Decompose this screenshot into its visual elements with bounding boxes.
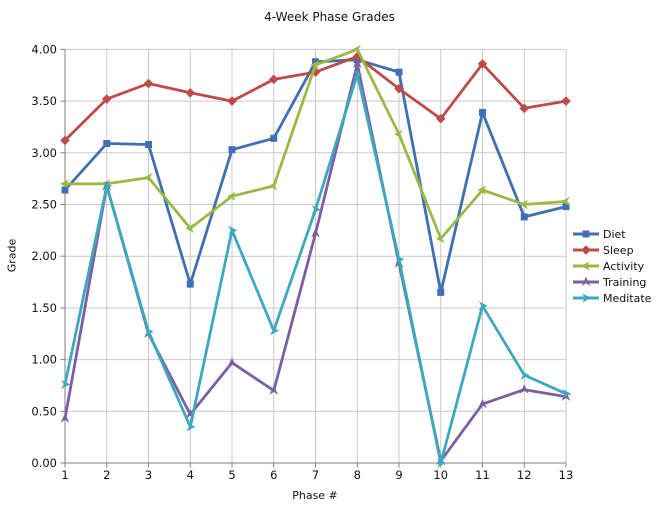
data-point-diet [228, 146, 236, 154]
tick-label: 3.50 [31, 94, 57, 108]
data-point-meditate [269, 326, 279, 336]
legend-item-sleep: Sleep [572, 242, 651, 258]
data-point-activity [227, 191, 236, 201]
legend-marker-diamond-icon [573, 245, 599, 255]
data-point-meditate [353, 69, 363, 79]
tick-label: 10 [433, 468, 448, 482]
legend-item-meditate: Meditate [572, 290, 651, 306]
legend-marker-tri-right-icon [573, 293, 599, 303]
data-point-training [227, 357, 237, 367]
tick-label: 0.50 [31, 404, 57, 418]
data-point-meditate [144, 327, 154, 337]
data-point-training [269, 385, 279, 395]
data-point-diet [61, 186, 69, 194]
data-point-meditate [228, 225, 238, 235]
data-point-activity [143, 173, 153, 183]
legend: Diet Sleep Activity Training Meditate [572, 226, 651, 306]
data-point-meditate [102, 181, 112, 191]
legend-marker-star-icon [573, 276, 599, 287]
data-point-activity [477, 185, 487, 195]
legend-label: Diet [603, 227, 626, 241]
data-point-diet [186, 280, 194, 288]
tick-label: 3 [145, 468, 152, 482]
data-point-meditate [436, 458, 446, 468]
tick-label: 12 [517, 468, 532, 482]
data-point-sleep [435, 113, 446, 124]
legend-item-activity: Activity [572, 258, 651, 274]
tick-label: 2 [103, 468, 110, 482]
legend-marker-square-icon [573, 230, 599, 238]
data-point-meditate [61, 379, 71, 390]
tick-label: 6 [270, 468, 277, 482]
data-point-diet [520, 213, 528, 221]
tick-label: 1.00 [31, 353, 57, 367]
data-point-training [352, 58, 362, 69]
data-point-activity [185, 223, 195, 233]
tick-label: 8 [354, 468, 361, 482]
data-point-sleep [352, 51, 363, 62]
data-point-activity [435, 234, 445, 244]
tick-label: 4 [187, 468, 194, 482]
data-point-activity [352, 44, 362, 54]
data-point-sleep [227, 96, 237, 106]
data-point-sleep [185, 88, 196, 98]
data-point-activity [268, 181, 278, 191]
data-point-activity [561, 196, 570, 206]
legend-label: Meditate [603, 291, 652, 305]
tick-label: 5 [228, 468, 235, 482]
data-point-training [478, 398, 487, 409]
data-point-activity [310, 60, 320, 70]
legend-label: Training [603, 275, 647, 289]
x-axis-label: Phase # [292, 489, 338, 502]
data-point-diet [103, 139, 111, 147]
data-point-meditate [311, 205, 321, 215]
data-point-sleep [60, 135, 70, 146]
data-point-sleep [519, 103, 530, 114]
tick-label: 1 [61, 468, 68, 482]
data-point-sleep [101, 94, 112, 104]
data-point-meditate [562, 389, 572, 399]
data-point-diet [270, 134, 278, 142]
data-point-sleep [561, 96, 571, 106]
data-point-training [311, 228, 320, 238]
tick-label: 9 [395, 468, 402, 482]
tick-label: 2.50 [31, 198, 57, 212]
data-point-diet [395, 68, 403, 76]
tick-label: 4.00 [31, 42, 57, 56]
tick-label: 0.00 [31, 456, 57, 470]
data-point-diet [479, 108, 486, 116]
legend-item-training: Training [572, 274, 651, 290]
data-point-meditate [520, 370, 530, 380]
data-point-activity [60, 179, 69, 189]
tick-label: 7 [312, 468, 319, 482]
data-point-meditate [478, 301, 488, 311]
legend-item-diet: Diet [572, 226, 651, 242]
tick-label: 1.50 [31, 301, 57, 315]
tick-label: 3.00 [31, 146, 57, 160]
legend-marker-tri-left-icon [573, 261, 599, 271]
data-point-training [519, 384, 529, 394]
chart-title: 4-Week Phase Grades [264, 10, 395, 24]
tick-label: 2.00 [31, 249, 57, 263]
data-point-sleep [394, 83, 404, 94]
data-point-diet [145, 141, 152, 149]
tick-label: 13 [559, 468, 574, 482]
data-point-sleep [268, 74, 279, 85]
data-point-meditate [395, 254, 405, 264]
data-point-activity [519, 199, 529, 210]
data-point-diet [437, 288, 445, 296]
data-point-meditate [186, 422, 196, 432]
data-point-activity [394, 129, 403, 139]
data-point-training [60, 413, 70, 423]
legend-label: Sleep [603, 243, 634, 257]
data-point-sleep [143, 78, 154, 89]
legend-label: Activity [603, 259, 645, 273]
tick-label: 11 [475, 468, 490, 482]
data-point-sleep [477, 59, 488, 69]
